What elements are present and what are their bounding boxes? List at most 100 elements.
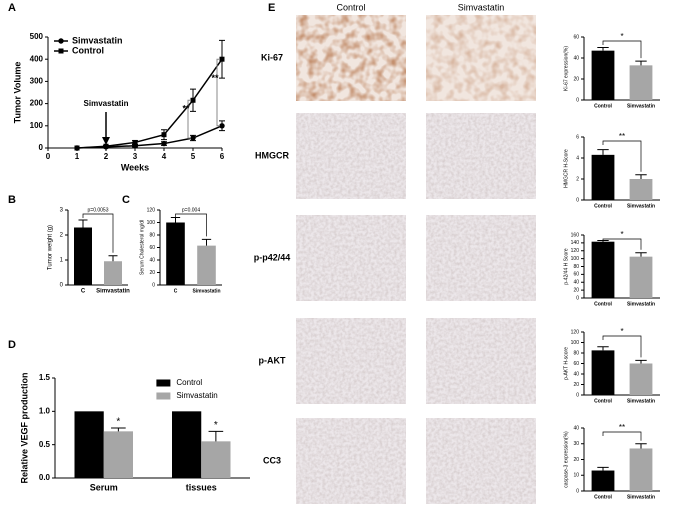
error-bar: [635, 174, 647, 179]
marker: [132, 139, 138, 145]
error-bar: [597, 149, 609, 155]
panel-label: A: [8, 2, 16, 14]
bar: [629, 65, 653, 100]
error-bar: [635, 60, 647, 66]
y-tick-label: 40: [573, 425, 579, 431]
row-label: HMGCR: [255, 150, 289, 160]
y-tick-label: 100: [147, 220, 156, 226]
bar: [172, 411, 202, 478]
micrograph: [296, 15, 406, 101]
legend-label: Simvastatin: [72, 35, 123, 45]
x-tick-label: tissues: [186, 482, 217, 492]
y-tick-label: 0: [39, 143, 44, 152]
bracket: [602, 238, 642, 250]
y-tick-label: 2: [60, 233, 64, 239]
bar: [629, 363, 653, 395]
x-tick-label: Simvastatin: [627, 301, 655, 307]
column-header: Simvastatin: [458, 2, 505, 12]
bracket: [602, 40, 642, 59]
y-axis-label: caspase-3 expression(%): [563, 431, 569, 488]
panel-label: B: [8, 194, 16, 206]
bracket: [175, 213, 207, 237]
micrograph: [426, 113, 536, 199]
marker: [219, 56, 225, 62]
y-tick-label: 120: [147, 207, 156, 213]
x-tick-label: 2: [104, 152, 109, 161]
y-tick-label: 40: [573, 280, 579, 286]
y-tick-label: 20: [573, 382, 579, 388]
legend-marker: [58, 38, 64, 44]
annotation: *: [214, 420, 218, 431]
y-tick-label: 100: [571, 256, 580, 262]
y-tick-label: 0: [576, 97, 579, 103]
line: [76, 58, 223, 149]
y-tick-label: 4: [576, 155, 579, 161]
annotation: p=0.004: [182, 207, 200, 213]
marker: [190, 97, 196, 103]
y-tick-label: 1.0: [39, 406, 51, 415]
error-bar: [597, 47, 609, 51]
error-bar: [635, 252, 647, 257]
y-tick-label: 20: [149, 270, 155, 276]
y-axis-label: Tumor Volume: [12, 62, 22, 124]
annotation: **: [619, 423, 625, 432]
error-bar: [635, 443, 647, 449]
error-bar: [108, 255, 118, 262]
row-label: CC3: [263, 455, 281, 465]
micrograph: [296, 215, 406, 301]
bar: [104, 261, 122, 285]
x-axis-label: Weeks: [121, 162, 149, 172]
y-tick-label: 60: [573, 361, 579, 367]
bar: [629, 448, 653, 491]
error-bar: [170, 217, 181, 223]
x-tick-label: Serum: [90, 482, 118, 492]
y-tick-label: 400: [30, 54, 44, 63]
bar: [197, 245, 216, 285]
bar: [591, 350, 615, 395]
x-tick-label: Simvastatin: [627, 494, 655, 500]
y-tick-label: 0.0: [39, 473, 51, 482]
annotation: *: [620, 327, 623, 336]
y-tick-label: 60: [573, 34, 579, 40]
micrograph: [426, 15, 536, 101]
line: [76, 125, 223, 149]
y-tick-label: 10: [573, 473, 579, 479]
annotation: **: [619, 132, 625, 141]
y-tick-label: 0: [576, 197, 579, 203]
marker: [161, 140, 167, 147]
y-tick-label: 1: [60, 258, 64, 264]
column-header: Control: [336, 2, 365, 12]
y-tick-label: 80: [149, 232, 155, 238]
error-bar: [635, 359, 647, 364]
y-tick-label: 20: [573, 76, 579, 82]
bar: [591, 50, 615, 100]
micrograph: [426, 318, 536, 404]
y-tick-label: 100: [571, 340, 580, 346]
annotation: p=0.0053: [88, 207, 109, 213]
y-tick-label: 80: [573, 350, 579, 356]
y-tick-label: 30: [573, 441, 579, 447]
error-bar: [597, 346, 609, 351]
y-tick-label: 0: [576, 295, 579, 301]
y-tick-label: 120: [571, 248, 580, 254]
micrograph: [296, 318, 406, 404]
y-tick-label: 120: [571, 329, 580, 335]
row-label: Ki-67: [261, 52, 283, 62]
x-tick-label: Control: [594, 203, 612, 209]
bracket: [602, 431, 642, 441]
row-label: p-AKT: [259, 355, 286, 365]
micrograph: [426, 418, 536, 504]
micrographs: [296, 15, 536, 504]
micrograph: [426, 215, 536, 301]
y-tick-label: 200: [30, 99, 44, 108]
y-tick-label: 20: [573, 457, 579, 463]
x-tick-label: Simvastatin: [627, 398, 655, 404]
y-tick-label: 0: [152, 282, 155, 288]
panel-label: C: [122, 194, 130, 206]
bracket: [602, 335, 642, 358]
legend-label: Simvastatin: [176, 391, 217, 400]
y-tick-label: 300: [30, 77, 44, 86]
x-tick-label: 3: [133, 152, 138, 161]
marker: [161, 132, 167, 138]
y-tick-label: 20: [573, 287, 579, 293]
